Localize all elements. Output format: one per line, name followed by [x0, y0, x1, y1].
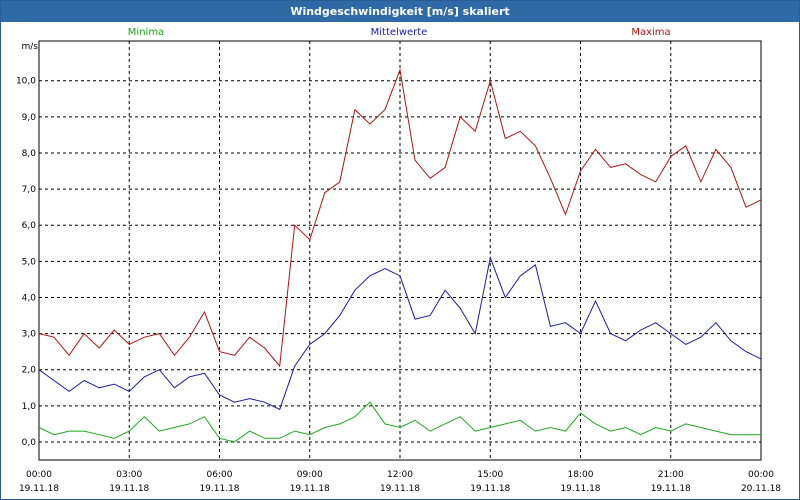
- x-tick-time: 12:00: [387, 470, 413, 480]
- legend-maxima: Maxima: [631, 27, 670, 38]
- x-tick-date: 19.11.18: [380, 484, 420, 494]
- y-tick-label: 4,0: [22, 293, 37, 303]
- x-tick-time: 00:00: [26, 470, 52, 480]
- grid: [39, 41, 761, 460]
- y-tick-label: 9,0: [22, 113, 37, 123]
- y-tick-label: 0,0: [22, 438, 37, 448]
- series-line-maxima: [38, 67, 762, 368]
- x-tick-date: 19.11.18: [470, 484, 510, 494]
- chart-canvas: 0,0 1,0 2,0 3,0 4,0 5,0 6,0 7,0 8,0 9,0 10,0 00:00…: [16, 27, 781, 494]
- series-layer: [38, 67, 762, 443]
- window-title: Windgeschwindigkeit [m/s] skaliert: [1, 1, 799, 22]
- y-tick-label: 7,0: [22, 185, 37, 195]
- legend-minima: Minima: [128, 27, 164, 38]
- x-tick-time: 00:00: [748, 470, 774, 480]
- y-tick-label: 6,0: [22, 221, 37, 231]
- x-tick-date: 19.11.18: [199, 484, 239, 494]
- x-tick-date: 19.11.18: [560, 484, 600, 494]
- x-tick-date: 20.11.18: [741, 484, 781, 494]
- x-tick-time: 21:00: [658, 470, 684, 480]
- y-tick-label: 8,0: [22, 149, 37, 159]
- x-tick-time: 18:00: [568, 470, 594, 480]
- series-line-minima: [38, 401, 761, 443]
- y-axis-unit: m/s: [22, 42, 39, 52]
- series-line-mittelwerte: [38, 255, 762, 411]
- y-tick-label: 2,0: [22, 366, 37, 376]
- y-tick-label: 5,0: [22, 257, 37, 267]
- x-tick-date: 19.11.18: [109, 484, 149, 494]
- x-tick-time: 03:00: [116, 470, 142, 480]
- x-tick-time: 15:00: [477, 470, 503, 480]
- x-tick-date: 19.11.18: [651, 484, 691, 494]
- y-tick-label: 1,0: [22, 402, 37, 412]
- legend-mittelwerte: Mittelwerte: [371, 27, 428, 38]
- x-tick-date: 19.11.18: [290, 484, 330, 494]
- x-axis: 00:00 19.11.18 03:00 19.11.18 06:00 19.11.18 0…: [19, 470, 781, 494]
- y-tick-label: 3,0: [22, 330, 37, 340]
- x-tick-date: 19.11.18: [19, 484, 59, 494]
- x-tick-time: 09:00: [297, 470, 323, 480]
- y-tick-label: 10,0: [16, 77, 36, 87]
- y-axis: 0,0 1,0 2,0 3,0 4,0 5,0 6,0 7,0 8,0 9,0 10,0: [16, 77, 36, 448]
- x-tick-time: 06:00: [207, 470, 233, 480]
